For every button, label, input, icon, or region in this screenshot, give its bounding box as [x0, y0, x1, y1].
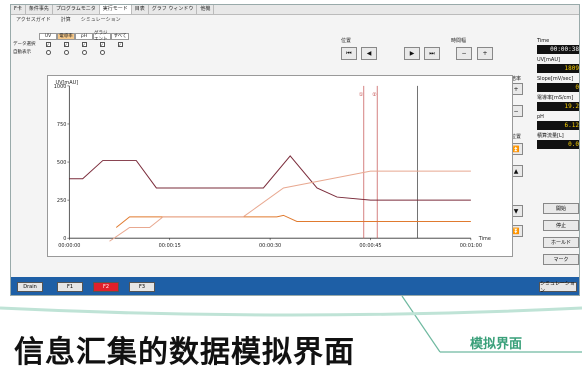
tab-2[interactable]: プログラムモニタ — [53, 5, 100, 14]
grad-radio[interactable] — [99, 49, 105, 55]
f2-button[interactable]: F2 — [93, 282, 119, 292]
cond-radio[interactable] — [63, 49, 69, 55]
position-label: 位置 — [341, 38, 352, 44]
tab-4[interactable]: 目表 — [132, 5, 149, 14]
tab-3[interactable]: 実行モード — [99, 5, 132, 14]
uv-value: 1809 — [537, 64, 579, 73]
caption: 信息汇集的数据模拟界面 — [14, 335, 355, 370]
zoom-out-button[interactable]: − — [456, 47, 472, 60]
channel-header-all: すべて — [111, 32, 129, 40]
f1-button[interactable]: F1 — [57, 282, 83, 292]
series-line-0 — [69, 155, 471, 201]
cond-value: 19.2 — [537, 102, 579, 111]
drain-button[interactable]: Drain — [17, 282, 43, 292]
y-tick-label: 0 — [63, 236, 66, 242]
auto-display-label: 自動表示 — [13, 50, 31, 55]
channel-header-cond: 電導率 — [57, 32, 75, 40]
x-axis-label: Time — [478, 236, 491, 242]
bottom-bar: Drain F1 F2 F3 シミュレーション — [11, 277, 579, 295]
y-tick-label: 250 — [57, 198, 66, 204]
stop-button[interactable]: 停止 — [543, 220, 579, 231]
uv-checkbox[interactable]: ✓ — [45, 41, 51, 47]
all-checkbox[interactable]: ✓ — [117, 41, 123, 47]
app-window: F卡 条件事先 プログラムモニタ 実行モード 目表 グラフ ウィンドウ 他機 ア… — [10, 4, 580, 296]
tab-5[interactable]: グラフ ウィンドウ — [149, 5, 198, 14]
marker-label: ② — [372, 92, 376, 98]
channel-header-grad: グラジエント — [93, 31, 111, 42]
tab-1[interactable]: 条件事先 — [26, 5, 53, 14]
x-tick-label: 00:00:15 — [159, 243, 181, 249]
acc-value: 0.0 — [537, 140, 579, 149]
cond-label: 電導率[mS/cm] — [537, 95, 574, 101]
acc-label: 積算流量[L] — [537, 133, 564, 139]
y-tick-label: 500 — [57, 160, 66, 166]
scale-label: 時間幅 — [451, 38, 467, 44]
v-scale-label: 倍率 — [511, 76, 522, 82]
nav-next-button[interactable]: ▶ — [404, 47, 420, 60]
y-tick-label: 750 — [57, 122, 66, 128]
x-tick-label: 00:00:30 — [259, 243, 281, 249]
slope-label: Slope[mV/sec] — [537, 76, 574, 82]
x-tick-label: 00:00:00 — [58, 243, 80, 249]
channel-select-grid: UV 電導率 pH グラジエント すべて データ選択 ✓ ✓ ✓ ✓ ✓ 自動表… — [13, 31, 129, 56]
nav-first-button[interactable]: ⏮ — [341, 47, 357, 60]
f3-button[interactable]: F3 — [129, 282, 155, 292]
toolbar: アクセスガイド 計算 シミュレーション — [11, 15, 579, 25]
series-line-1 — [115, 214, 471, 228]
x-tick-label: 00:01:00 — [460, 243, 482, 249]
start-button[interactable]: 開始 — [543, 203, 579, 214]
readout-panel: Time 00:00:38 UV[mAU] 1809 Slope[mV/sec]… — [537, 37, 579, 151]
time-label: Time — [537, 38, 550, 44]
zoom-in-button[interactable]: + — [477, 47, 493, 60]
v-pos-label: 位置 — [511, 134, 522, 140]
y-axis-label: UV[mAU] — [55, 80, 78, 86]
sim-label: 模拟界面 — [470, 337, 523, 352]
nav-last-button[interactable]: ⏭ — [424, 47, 440, 60]
channel-header-uv: UV — [39, 32, 57, 40]
toolbar-item-0[interactable]: アクセスガイド — [16, 17, 51, 23]
tab-6[interactable]: 他機 — [197, 5, 215, 14]
series-line-2 — [109, 170, 471, 242]
uv-chart: 1000 750 500 250 000:00:00 00:00:15 00:00:30 00… — [47, 75, 513, 257]
time-value: 00:00:38 — [537, 45, 579, 54]
marker-label: ① — [359, 92, 363, 98]
slope-value: 0 — [537, 83, 579, 92]
mark-button[interactable]: マーク — [543, 254, 579, 265]
cond-checkbox[interactable]: ✓ — [63, 41, 69, 47]
hold-button[interactable]: ホールド — [543, 237, 579, 248]
uv-radio[interactable] — [45, 49, 51, 55]
ph-checkbox[interactable]: ✓ — [81, 41, 87, 47]
ph-radio[interactable] — [81, 49, 87, 55]
ph-value: 6.12 — [537, 121, 579, 130]
simulation-button[interactable]: シミュレーション — [539, 281, 577, 294]
channel-header-ph: pH — [75, 32, 93, 40]
data-select-label: データ選択 — [13, 42, 36, 47]
nav-prev-button[interactable]: ◀ — [361, 47, 377, 60]
ph-label: pH — [537, 114, 544, 120]
grad-checkbox[interactable]: ✓ — [99, 41, 105, 47]
y-tick-label: 1000 — [54, 84, 67, 90]
tab-0[interactable]: F卡 — [11, 5, 26, 14]
x-tick-label: 00:00:45 — [359, 243, 381, 249]
uv-label: UV[mAU] — [537, 57, 560, 63]
toolbar-item-2[interactable]: シミュレーション — [80, 17, 121, 23]
tab-bar: F卡 条件事先 プログラムモニタ 実行モード 目表 グラフ ウィンドウ 他機 — [11, 5, 579, 15]
toolbar-item-1[interactable]: 計算 — [60, 17, 71, 23]
